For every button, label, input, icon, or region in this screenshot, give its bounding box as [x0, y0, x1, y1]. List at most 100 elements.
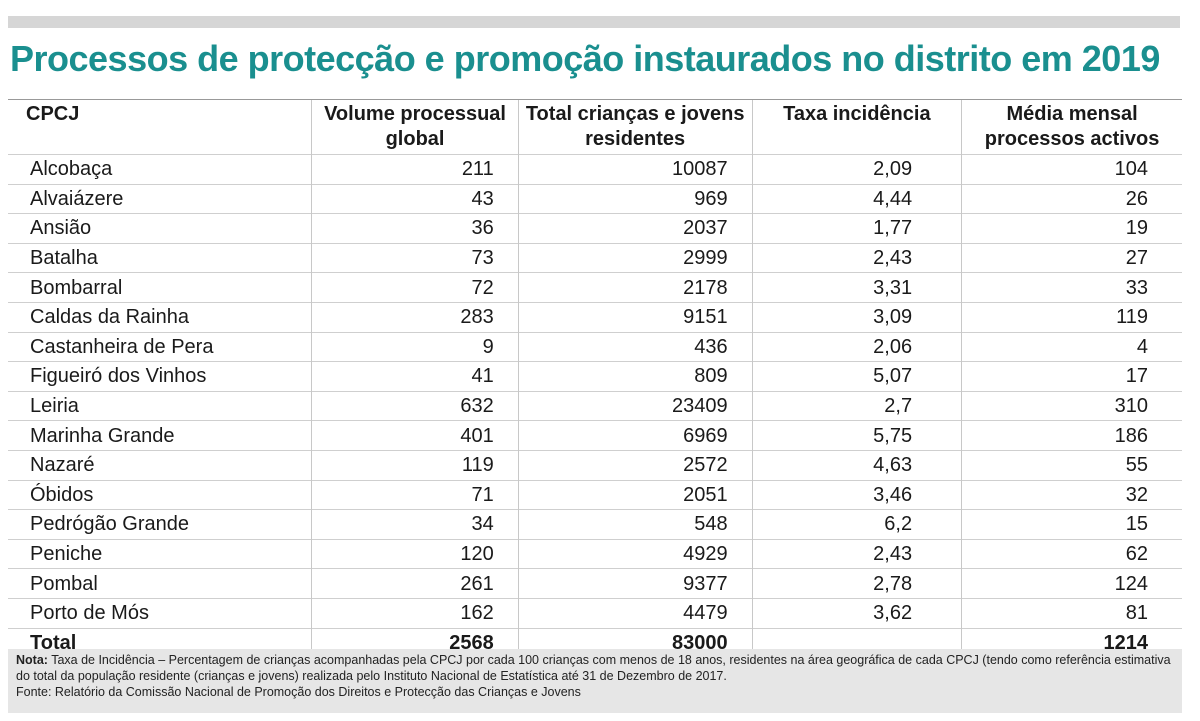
cell-media-mensal: 26	[961, 183, 1182, 214]
cell-total-criancas: 969	[517, 183, 753, 214]
nota-text: Taxa de Incidência – Percentagem de cria…	[16, 653, 1171, 683]
table-row: Pedrógão Grande 34 548 6,2 15	[8, 509, 1182, 540]
data-table: CPCJ Volume processual global Total cria…	[8, 100, 1182, 659]
table-row: Porto de Mós 162 4479 3,62 81	[8, 597, 1182, 628]
cell-cpcj: Pombal	[8, 568, 312, 599]
cell-cpcj: Castanheira de Pera	[8, 331, 312, 362]
cell-taxa: 2,7	[751, 390, 962, 421]
nota-label: Nota:	[16, 653, 48, 667]
header-cpcj: CPCJ	[26, 103, 80, 125]
cell-taxa: 4,63	[751, 449, 962, 481]
cell-volume: 72	[311, 272, 519, 303]
cell-total-criancas: 9377	[517, 568, 753, 599]
table-row: Marinha Grande 401 6969 5,75 186	[8, 420, 1182, 451]
cell-cpcj: Marinha Grande	[8, 420, 312, 451]
cell-taxa: 1,77	[751, 213, 962, 244]
cell-cpcj: Bombarral	[8, 272, 312, 303]
cell-taxa: 2,09	[751, 154, 962, 185]
cell-taxa: 2,43	[751, 242, 962, 273]
cell-cpcj: Figueiró dos Vinhos	[8, 361, 312, 392]
cell-media-mensal: 17	[961, 361, 1182, 392]
table-row: Ansião 36 2037 1,77 19	[8, 213, 1182, 244]
cell-media-mensal: 32	[961, 479, 1182, 510]
cell-volume: 261	[311, 568, 519, 599]
cell-cpcj: Caldas da Rainha	[8, 301, 312, 333]
cell-cpcj: Pedrógão Grande	[8, 509, 312, 540]
cell-taxa: 3,09	[751, 301, 962, 333]
table-row: Alcobaça 211 10087 2,09 104	[8, 154, 1182, 185]
table-row: Pombal 261 9377 2,78 124	[8, 568, 1182, 599]
table-row: Bombarral 72 2178 3,31 33	[8, 272, 1182, 303]
table-row: Caldas da Rainha 283 9151 3,09 119	[8, 301, 1182, 333]
cell-volume: 211	[311, 154, 519, 185]
cell-volume: 401	[311, 420, 519, 451]
cell-total-criancas: 10087	[517, 154, 753, 185]
cell-cpcj: Batalha	[8, 242, 312, 273]
cell-total-criancas: 2051	[517, 479, 753, 510]
cell-total-criancas: 23409	[517, 390, 753, 421]
cell-taxa: 2,78	[751, 568, 962, 599]
cell-media-mensal: 124	[961, 568, 1182, 599]
table-row: Castanheira de Pera 9 436 2,06 4	[8, 331, 1182, 362]
cell-cpcj: Alcobaça	[8, 154, 312, 185]
cell-media-mensal: 62	[961, 538, 1182, 569]
cell-media-mensal: 81	[961, 597, 1182, 628]
table-row: Peniche 120 4929 2,43 62	[8, 538, 1182, 569]
header-taxa: Taxa incidência	[751, 100, 962, 155]
title-divider	[8, 99, 1182, 100]
cell-total-criancas: 2572	[517, 449, 753, 481]
cell-volume: 120	[311, 538, 519, 569]
cell-cpcj: Alvaiázere	[8, 183, 312, 214]
cell-volume: 162	[311, 597, 519, 628]
cell-total-criancas: 2178	[517, 272, 753, 303]
cell-media-mensal: 186	[961, 420, 1182, 451]
cell-total-criancas: 6969	[517, 420, 753, 451]
cell-taxa: 4,44	[751, 183, 962, 214]
table-header-row: CPCJ Volume processual global Total cria…	[8, 100, 1182, 155]
table-row: Figueiró dos Vinhos 41 809 5,07 17	[8, 361, 1182, 392]
header-volume: Volume processual global	[311, 100, 519, 155]
cell-total-criancas: 436	[517, 331, 753, 362]
cell-total-criancas: 809	[517, 361, 753, 392]
cell-volume: 34	[311, 509, 519, 540]
cell-media-mensal: 15	[961, 509, 1182, 540]
cell-volume: 9	[311, 331, 519, 362]
table-row: Nazaré 119 2572 4,63 55	[8, 449, 1182, 481]
fonte-line: Fonte: Relatório da Comissão Nacional de…	[16, 685, 581, 699]
cell-media-mensal: 55	[961, 449, 1182, 481]
cell-volume: 73	[311, 242, 519, 273]
table-body: Alcobaça 211 10087 2,09 104 Alvaiázere 43 969 4,…	[8, 154, 1182, 659]
table-row: Batalha 73 2999 2,43 27	[8, 242, 1182, 273]
cell-cpcj: Porto de Mós	[8, 597, 312, 628]
header-total-criancas: Total crianças e jovens residentes	[517, 100, 753, 155]
cell-cpcj: Óbidos	[8, 479, 312, 510]
cell-volume: 632	[311, 390, 519, 421]
cell-cpcj: Ansião	[8, 213, 312, 244]
cell-volume: 119	[311, 449, 519, 481]
cell-cpcj: Leiria	[8, 390, 312, 421]
cell-taxa: 3,31	[751, 272, 962, 303]
cell-total-criancas: 4929	[517, 538, 753, 569]
header-media-mensal: Média mensal processos activos	[961, 100, 1182, 155]
cell-taxa: 2,06	[751, 331, 962, 362]
cell-total-criancas: 2999	[517, 242, 753, 273]
cell-volume: 41	[311, 361, 519, 392]
table-row: Alvaiázere 43 969 4,44 26	[8, 183, 1182, 214]
cell-media-mensal: 4	[961, 331, 1182, 362]
cell-taxa: 2,43	[751, 538, 962, 569]
cell-volume: 71	[311, 479, 519, 510]
cell-media-mensal: 33	[961, 272, 1182, 303]
cell-media-mensal: 104	[961, 154, 1182, 185]
data-table-container: CPCJ Volume processual global Total cria…	[8, 100, 1182, 659]
cell-volume: 36	[311, 213, 519, 244]
notes-background	[8, 649, 1182, 713]
nota-line: Nota: Taxa de Incidência – Percentagem d…	[16, 652, 1176, 684]
cell-taxa: 6,2	[751, 509, 962, 540]
cell-taxa: 3,46	[751, 479, 962, 510]
cell-volume: 43	[311, 183, 519, 214]
cell-taxa: 5,07	[751, 361, 962, 392]
notes: Nota: Taxa de Incidência – Percentagem d…	[16, 652, 1176, 700]
cell-total-criancas: 548	[517, 509, 753, 540]
cell-taxa: 5,75	[751, 420, 962, 451]
top-bar	[8, 16, 1180, 28]
